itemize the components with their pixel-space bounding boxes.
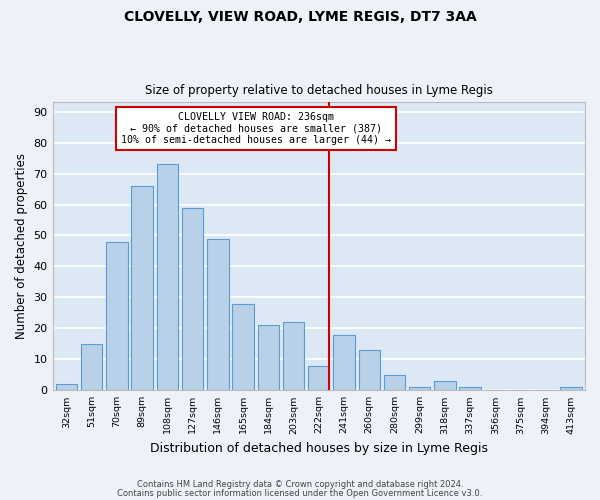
Text: Contains public sector information licensed under the Open Government Licence v3: Contains public sector information licen…	[118, 488, 482, 498]
Bar	[434, 381, 455, 390]
Bar	[81, 344, 103, 391]
Bar	[308, 366, 329, 390]
Bar	[131, 186, 153, 390]
X-axis label: Distribution of detached houses by size in Lyme Regis: Distribution of detached houses by size …	[150, 442, 488, 455]
Bar	[460, 387, 481, 390]
Bar	[157, 164, 178, 390]
Bar	[409, 387, 430, 390]
Y-axis label: Number of detached properties: Number of detached properties	[15, 154, 28, 340]
Bar	[106, 242, 128, 390]
Text: CLOVELLY, VIEW ROAD, LYME REGIS, DT7 3AA: CLOVELLY, VIEW ROAD, LYME REGIS, DT7 3AA	[124, 10, 476, 24]
Bar	[384, 375, 405, 390]
Bar	[232, 304, 254, 390]
Bar	[257, 326, 279, 390]
Text: Contains HM Land Registry data © Crown copyright and database right 2024.: Contains HM Land Registry data © Crown c…	[137, 480, 463, 489]
Text: CLOVELLY VIEW ROAD: 236sqm
← 90% of detached houses are smaller (387)
10% of sem: CLOVELLY VIEW ROAD: 236sqm ← 90% of deta…	[121, 112, 391, 145]
Bar	[207, 238, 229, 390]
Bar	[283, 322, 304, 390]
Bar	[359, 350, 380, 391]
Bar	[560, 387, 582, 390]
Bar	[182, 208, 203, 390]
Bar	[333, 334, 355, 390]
Title: Size of property relative to detached houses in Lyme Regis: Size of property relative to detached ho…	[145, 84, 493, 97]
Bar	[56, 384, 77, 390]
